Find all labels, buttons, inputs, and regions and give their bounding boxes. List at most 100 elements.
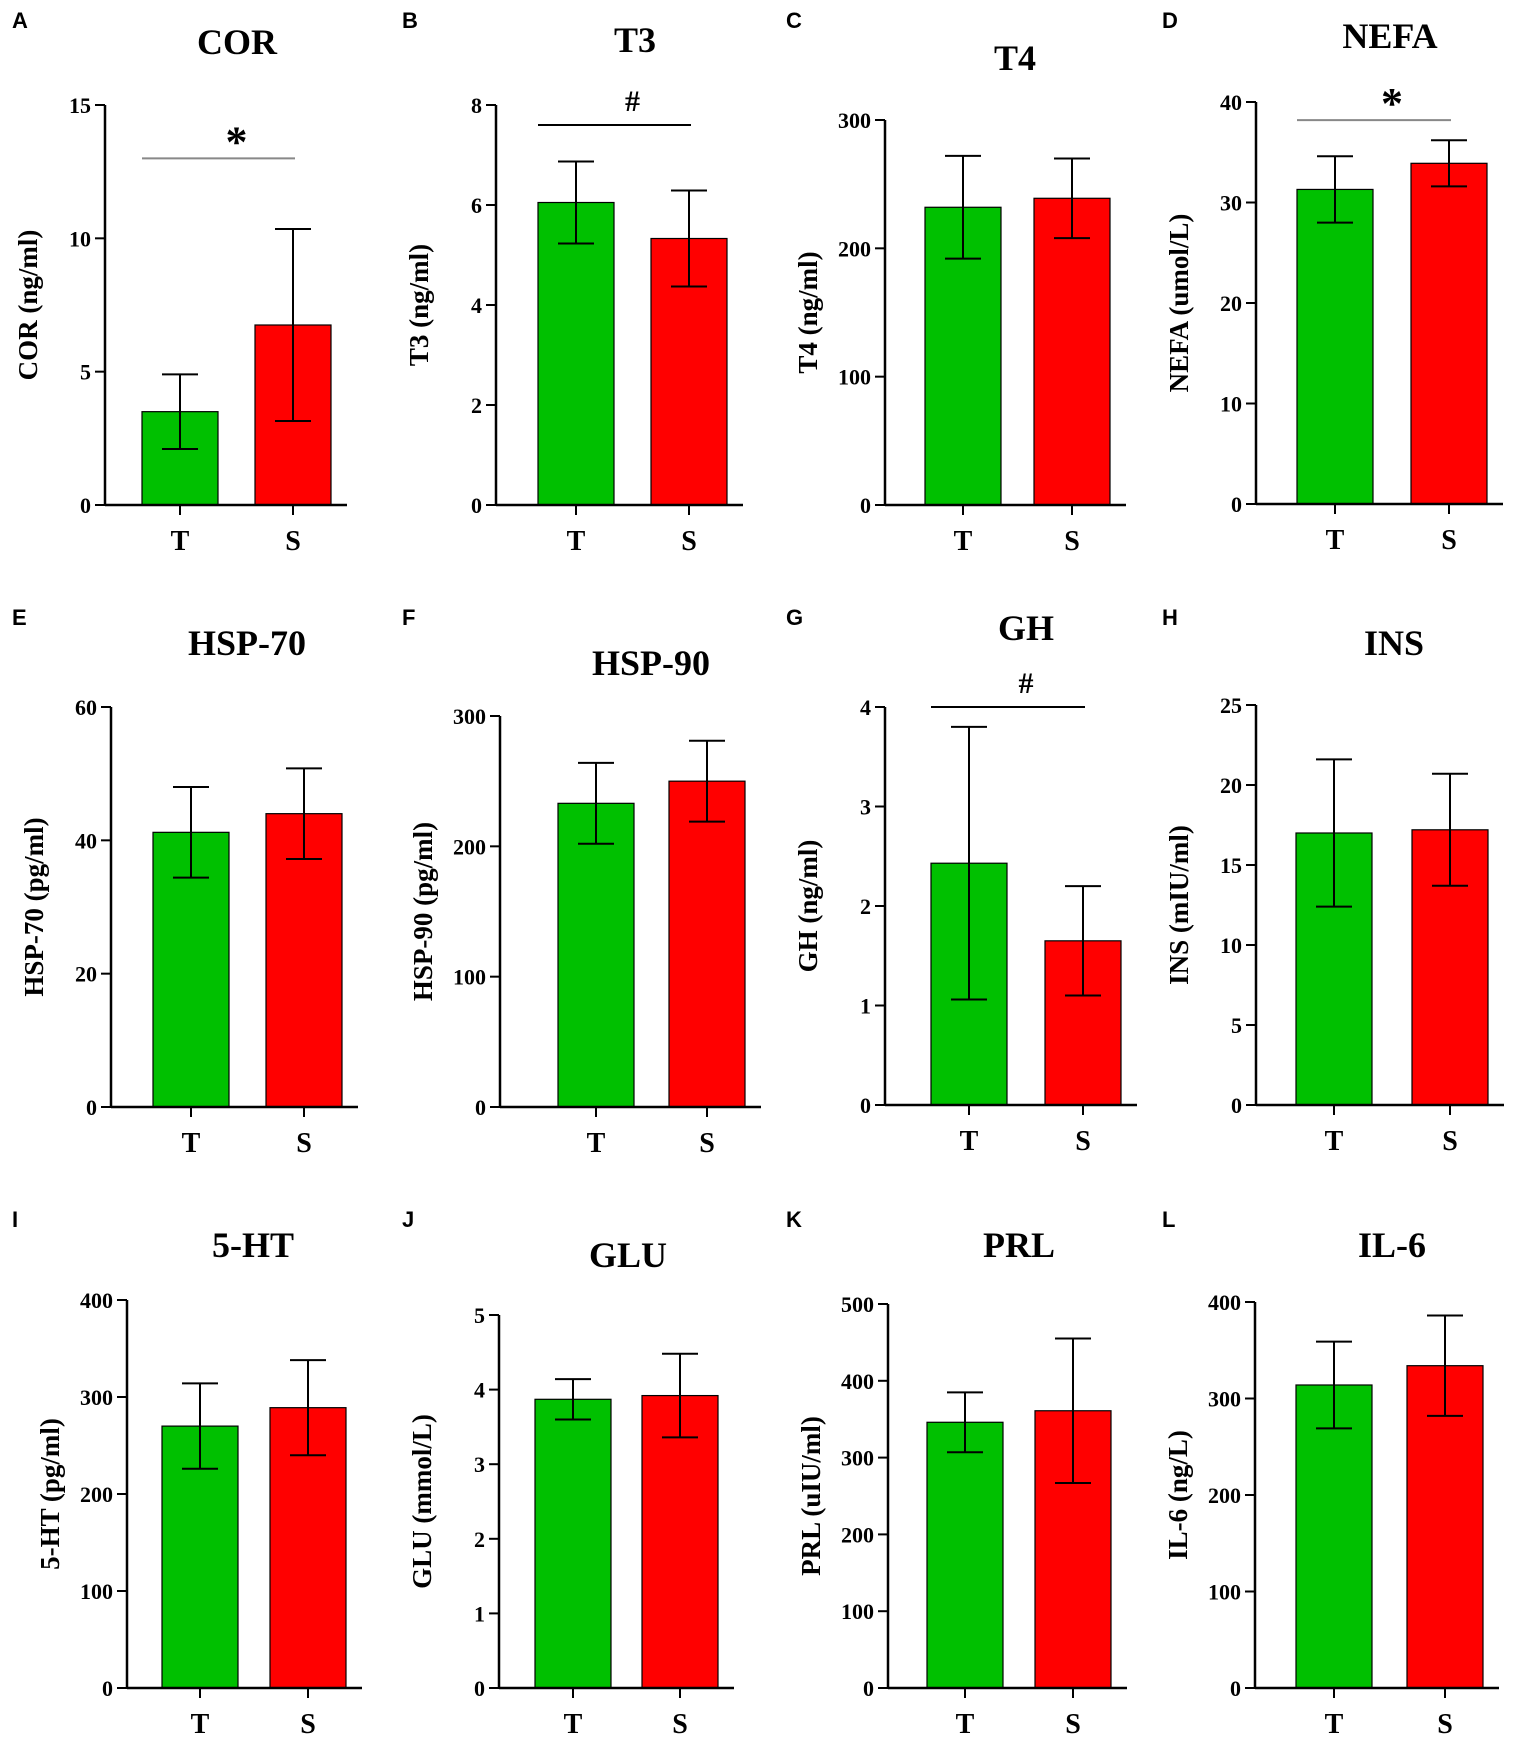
y-tick-label: 0 [102,1676,113,1701]
chart-title: 5-HT [212,1225,294,1265]
y-tick-label: 200 [1208,1483,1241,1508]
x-tick-label: T [567,526,586,557]
x-tick-label: S [1442,1126,1458,1157]
y-tick-label: 3 [474,1452,485,1477]
y-tick-label: 0 [863,1676,874,1701]
chart-title: INS [1364,623,1424,663]
y-tick-label: 40 [75,828,97,853]
x-tick-label: S [296,1128,312,1159]
y-tick-label: 1 [474,1601,485,1626]
y-tick-label: 0 [471,493,482,518]
y-tick-label: 200 [841,1522,874,1547]
chart-title: PRL [983,1225,1055,1265]
y-tick-label: 100 [80,1579,113,1604]
y-axis-label: 5-HT (pg/ml) [35,1418,65,1570]
significance-marker: # [625,85,640,118]
chart-panel-d: D NEFA NEFA (umol/L) T S 0 10 20 30 40 * [1162,8,1503,556]
x-tick-label: T [182,1128,201,1159]
y-tick-label: 25 [1220,693,1242,718]
y-tick-label: 0 [860,493,871,518]
x-tick-label: S [1064,526,1080,557]
y-tick-label: 0 [474,1676,485,1701]
y-axis-label: PRL (uIU/ml) [796,1416,826,1576]
y-tick-label: 6 [471,193,482,218]
y-axis-label: NEFA (umol/L) [1164,214,1194,393]
x-tick-label: S [1437,1709,1453,1740]
y-tick-label: 300 [838,108,871,133]
y-tick-label: 10 [69,226,91,251]
x-tick-label: S [681,526,697,557]
x-tick-label: S [672,1709,688,1740]
chart-panel-j: J GLU GLU (mmol/L) T S 0 1 2 3 4 5 [402,1207,734,1740]
bar-t [537,201,615,506]
y-tick-label: 10 [1220,392,1242,417]
y-tick-label: 100 [453,965,486,990]
bar-s [265,813,343,1108]
x-tick-label: T [960,1126,979,1157]
chart-title: COR [197,22,278,62]
y-tick-label: 2 [474,1527,485,1552]
y-tick-label: 15 [1220,853,1242,878]
y-axis-label: HSP-70 (pg/ml) [19,817,49,996]
y-axis-label: COR (ng/ml) [13,230,43,381]
y-tick-label: 5 [80,360,91,385]
panel-letter: I [12,1207,18,1232]
significance-marker: * [226,117,248,166]
y-tick-label: 400 [1208,1290,1241,1315]
y-tick-label: 0 [80,493,91,518]
x-tick-label: S [699,1128,715,1159]
y-tick-label: 100 [838,365,871,390]
y-tick-label: 4 [474,1378,485,1403]
panel-letter: L [1162,1207,1175,1232]
x-tick-label: S [285,526,301,557]
significance-marker: # [1019,667,1034,700]
y-tick-label: 8 [471,93,482,118]
chart-panel-b: B T3 T3 (ng/ml) T S 0 2 4 6 8 # [402,8,743,557]
y-tick-label: 4 [860,695,871,720]
y-axis-label: GLU (mmol/L) [407,1414,437,1589]
y-axis-label: T4 (ng/ml) [793,251,823,373]
panel-letter: J [402,1207,414,1232]
bar-t [926,1421,1004,1689]
x-tick-label: T [956,1709,975,1740]
y-tick-label: 20 [75,962,97,987]
x-tick-label: T [564,1709,583,1740]
y-tick-label: 5 [1231,1013,1242,1038]
y-tick-label: 300 [841,1446,874,1471]
panel-letter: K [786,1207,802,1232]
x-tick-label: S [1075,1126,1091,1157]
y-tick-label: 300 [453,704,486,729]
panel-letter: A [12,8,28,33]
y-tick-label: 0 [1231,1093,1242,1118]
chart-panel-a: A COR COR (ng/ml) T S 0 5 10 15 * [12,8,347,557]
x-tick-label: T [171,526,190,557]
x-tick-label: T [1325,1126,1344,1157]
chart-panel-c: C T4 T4 (ng/ml) T S 0 100 200 300 [786,8,1126,557]
y-tick-label: 0 [1230,1676,1241,1701]
chart-title: HSP-70 [188,623,306,663]
y-axis-label: GH (ng/ml) [793,840,823,973]
y-tick-label: 40 [1220,90,1242,115]
x-tick-label: S [300,1709,316,1740]
chart-panel-l: L IL-6 IL-6 (ng/L) T S 0 100 200 300 400 [1162,1207,1499,1740]
bar-s [1410,162,1488,505]
y-tick-label: 100 [1208,1580,1241,1605]
y-tick-label: 100 [841,1599,874,1624]
chart-title: GH [998,608,1054,648]
y-tick-label: 500 [841,1292,874,1317]
chart-panel-e: E HSP-70 HSP-70 (pg/ml) T S 0 20 40 60 [12,605,358,1159]
x-tick-label: S [1065,1709,1081,1740]
chart-title: GLU [589,1235,667,1275]
y-tick-label: 1 [860,994,871,1019]
panel-letter: C [786,8,802,33]
y-tick-label: 0 [860,1093,871,1118]
y-tick-label: 0 [475,1095,486,1120]
y-tick-label: 2 [471,393,482,418]
x-tick-label: T [587,1128,606,1159]
bar-s [1033,197,1111,506]
y-tick-label: 20 [1220,291,1242,316]
chart-title: T3 [614,20,656,60]
bar-t [557,802,635,1108]
y-axis-label: T3 (ng/ml) [404,244,434,366]
